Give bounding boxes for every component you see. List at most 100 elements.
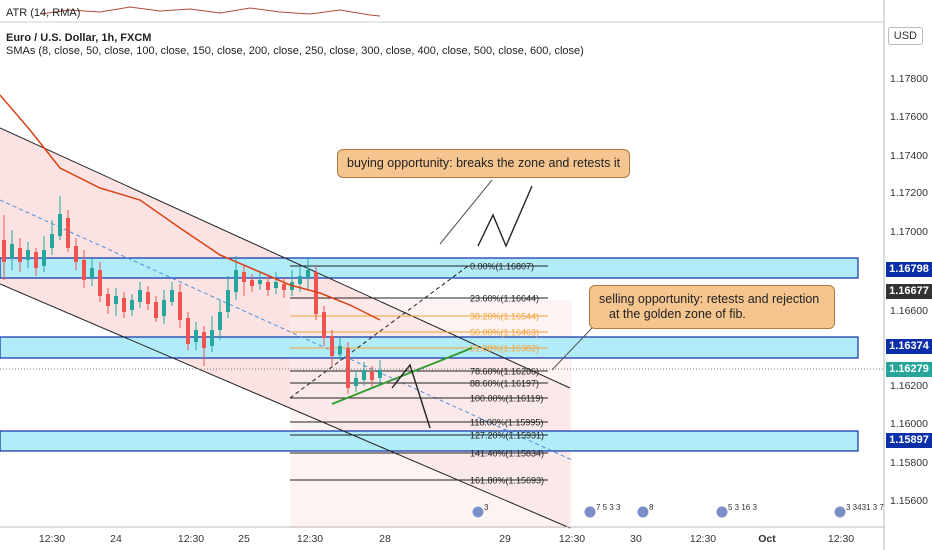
price-label[interactable]: 1.16279 xyxy=(886,362,932,377)
fib-level-label: 118.00%(1.15995) xyxy=(470,418,543,428)
fib-level-label: 88.60%(1.16197) xyxy=(470,379,539,389)
channel-bottom-line[interactable] xyxy=(0,283,571,529)
sell-callout-pointer xyxy=(551,327,593,371)
time-tick-label: 12:30 xyxy=(828,533,854,545)
channel-top-line[interactable] xyxy=(0,127,571,389)
price-label[interactable]: 1.16677 xyxy=(886,284,932,299)
candle-body xyxy=(106,294,110,306)
candle-body xyxy=(42,250,46,266)
price-tick-label: 1.17000 xyxy=(890,226,928,238)
price-label[interactable]: 1.16798 xyxy=(886,262,932,277)
time-tick-label: 12:30 xyxy=(559,533,585,545)
candle-body xyxy=(34,252,38,268)
time-tick-label: 30 xyxy=(630,533,642,545)
candle-body xyxy=(210,330,214,346)
price-axis[interactable]: 1.181.178001.176001.174001.172001.170001… xyxy=(890,33,928,507)
time-tick-label: Oct xyxy=(758,533,776,545)
time-tick-label: 12:30 xyxy=(297,533,323,545)
candle-body xyxy=(346,348,350,388)
candle-body xyxy=(90,268,94,278)
time-tick-label: 24 xyxy=(110,533,122,545)
buy-callout[interactable]: buying opportunity: breaks the zone and … xyxy=(337,149,631,178)
candle-body xyxy=(218,312,222,330)
candle-body xyxy=(282,284,286,290)
candle-body xyxy=(58,214,62,236)
buy-callout-pointer xyxy=(439,179,493,245)
candle-body xyxy=(306,270,310,278)
candle-body xyxy=(258,280,262,284)
candle-body xyxy=(178,292,182,320)
fib-retracement[interactable]: 0.00%(1.16807) 23.60%(1.16644) 38.20%(1.16… xyxy=(290,262,548,486)
price-tick-label: 1.17800 xyxy=(890,73,928,85)
time-tick-label: 12:30 xyxy=(39,533,65,545)
candle-body xyxy=(10,244,14,258)
candle-body xyxy=(330,336,334,356)
candle-body xyxy=(298,276,302,284)
event-badge-count: 3 xyxy=(484,503,489,512)
candle-body xyxy=(138,290,142,302)
price-tick-label: 1.15800 xyxy=(890,457,928,469)
economic-event-icon[interactable] xyxy=(583,505,597,519)
candle-body xyxy=(378,370,382,378)
candle-body xyxy=(186,318,190,344)
fib-level-label: 50.00%(1.16463) xyxy=(470,328,539,338)
sell-callout-line2: at the golden zone of fib. xyxy=(609,307,746,321)
economic-event-icon[interactable] xyxy=(471,505,485,519)
candle-body xyxy=(98,270,102,296)
resistance-zone[interactable] xyxy=(0,257,859,279)
sell-callout[interactable]: selling opportunity: retests and rejecti… xyxy=(589,285,835,329)
candle-body xyxy=(50,234,54,248)
candle-body xyxy=(18,248,22,262)
event-badges[interactable]: 3 7 5 3 3 8 5 3 16 3 3 3431 3 7 xyxy=(471,503,884,519)
price-label[interactable]: 1.15897 xyxy=(886,433,932,448)
candle-body xyxy=(322,312,326,338)
economic-event-icon[interactable] xyxy=(636,505,650,519)
candlesticks xyxy=(2,196,382,394)
price-label[interactable]: 1.16374 xyxy=(886,339,932,354)
time-tick-label: 12:30 xyxy=(690,533,716,545)
time-axis[interactable]: 12:30 24 12:30 25 12:30 28 29 12:30 30 12:30 Oct 12… xyxy=(39,533,854,545)
candle-body xyxy=(242,272,246,282)
time-tick-label: 25 xyxy=(238,533,250,545)
bullish-projection-path[interactable] xyxy=(477,185,533,248)
candle-body xyxy=(250,280,254,286)
candle-body xyxy=(130,300,134,310)
buy-callout-text: buying opportunity: breaks the zone and … xyxy=(347,156,621,170)
candle-body xyxy=(266,282,270,290)
atr-indicator-label[interactable]: ATR (14, RMA) xyxy=(6,7,81,19)
candle-body xyxy=(362,370,366,380)
fib-level-label: 23.60%(1.16644) xyxy=(470,294,539,304)
economic-event-icon[interactable] xyxy=(715,505,729,519)
economic-event-icon[interactable] xyxy=(833,505,847,519)
price-tick-label: 1.17600 xyxy=(890,111,928,123)
price-tick-label: 1.16000 xyxy=(890,418,928,430)
candle-body xyxy=(354,378,358,386)
fib-level-label: 141.40%(1.15834) xyxy=(470,449,544,459)
candle-body xyxy=(162,300,166,316)
sma-legend[interactable]: SMAs (8, close, 50, close, 100, close, 1… xyxy=(6,45,584,57)
candle-body xyxy=(370,372,374,380)
fib-level-label: 38.20%(1.16544) xyxy=(470,312,539,322)
symbol-title[interactable]: Euro / U.S. Dollar, 1h, FXCM xyxy=(6,32,152,44)
sma-line xyxy=(0,94,381,321)
fib-level-label: 61.80%(1.16382) xyxy=(470,344,539,354)
fib-trend-line[interactable] xyxy=(289,265,469,399)
time-tick-label: 28 xyxy=(379,533,391,545)
candle-body xyxy=(26,250,30,260)
price-tick-label: 1.15600 xyxy=(890,495,928,507)
candle-body xyxy=(2,240,6,262)
event-badge-count: 7 5 3 3 xyxy=(596,503,621,512)
candle-body xyxy=(314,272,318,314)
candle-body xyxy=(154,302,158,318)
bearish-projection-path[interactable] xyxy=(391,363,431,429)
fib-level-label: 127.20%(1.15931) xyxy=(470,431,544,441)
candle-body xyxy=(146,292,150,304)
event-badge-count: 3 3431 3 7 xyxy=(846,503,884,512)
currency-button[interactable]: USD xyxy=(887,27,923,45)
price-tick-label: 1.16600 xyxy=(890,305,928,317)
candle-body xyxy=(202,332,206,348)
fib-level-label: 78.60%(1.16266) xyxy=(470,367,539,377)
support-zone[interactable] xyxy=(0,430,859,452)
candle-body xyxy=(170,290,174,302)
